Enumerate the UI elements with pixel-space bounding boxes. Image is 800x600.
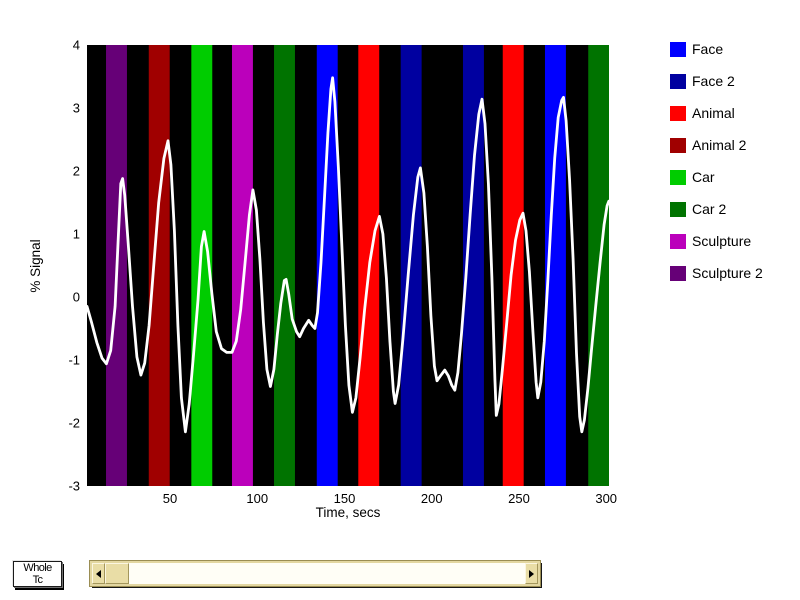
stimulus-band-animal-2	[148, 45, 170, 486]
scrollbar-right-button[interactable]	[525, 563, 538, 584]
scroll-left-icon	[96, 569, 101, 578]
legend-item-animal-2: Animal 2	[670, 129, 763, 161]
legend-item-car: Car	[670, 161, 763, 193]
stimulus-band-face	[316, 45, 338, 486]
legend-swatch-car	[670, 169, 686, 185]
x-axis-label: Time, secs	[316, 505, 381, 520]
legend-swatch-animal-2	[670, 137, 686, 153]
scrollbar-track[interactable]	[129, 563, 525, 584]
timecourse-line	[85, 76, 611, 434]
stimulus-band-face-2	[462, 45, 484, 486]
whole-tc-button[interactable]: Whole Tc	[13, 561, 62, 587]
legend-item-animal: Animal	[670, 97, 763, 129]
y-tick-label: -2	[68, 416, 80, 431]
x-tick-label: 200	[421, 491, 443, 506]
legend-item-sculpture-2: Sculpture 2	[670, 257, 763, 289]
y-tick-label: -1	[68, 353, 80, 368]
stimulus-band-face	[544, 45, 566, 486]
y-axis-label: % Signal	[28, 239, 43, 292]
scroll-right-icon	[529, 569, 534, 578]
y-tick-label: -3	[68, 479, 80, 494]
legend-label: Sculpture	[692, 233, 752, 249]
x-tick-label: 100	[246, 491, 268, 506]
legend-swatch-sculpture-2	[670, 265, 686, 281]
stimulus-band-sculpture	[231, 45, 253, 486]
x-tick-label: 50	[163, 491, 177, 506]
legend-label: Car	[692, 169, 715, 185]
y-tick-label: 0	[73, 290, 80, 305]
legend: Face Face 2 Animal Animal 2 Car Car 2 Sculptur…	[670, 33, 763, 289]
y-tick-label: 4	[73, 38, 80, 53]
scrollbar-left-button[interactable]	[92, 563, 105, 584]
legend-item-face-2: Face 2	[670, 65, 763, 97]
legend-label: Car 2	[692, 201, 727, 217]
legend-label: Animal	[692, 105, 735, 121]
y-tick-label: 2	[73, 164, 80, 179]
legend-item-face: Face	[670, 33, 763, 65]
legend-label: Face 2	[692, 73, 735, 89]
stimulus-band-car-2	[274, 45, 295, 486]
legend-label: Face	[692, 41, 724, 57]
legend-label: Animal 2	[692, 137, 747, 153]
y-tick-label: 1	[73, 227, 80, 242]
y-tick-label: 3	[73, 101, 80, 116]
legend-swatch-animal	[670, 105, 686, 121]
x-tick-label: 250	[508, 491, 530, 506]
stimulus-band-car	[191, 45, 213, 486]
stimulus-band-face-2	[400, 45, 422, 486]
scrollbar-thumb[interactable]	[105, 563, 129, 584]
x-tick-label: 300	[595, 491, 617, 506]
legend-swatch-face-2	[670, 73, 686, 89]
legend-swatch-car-2	[670, 201, 686, 217]
legend-item-sculpture: Sculpture	[670, 225, 763, 257]
legend-swatch-face	[670, 41, 686, 57]
timecourse-scrollbar[interactable]	[89, 560, 541, 587]
x-tick-label: 150	[334, 491, 356, 506]
legend-item-car-2: Car 2	[670, 193, 763, 225]
legend-label: Sculpture 2	[692, 265, 763, 281]
legend-swatch-sculpture	[670, 233, 686, 249]
